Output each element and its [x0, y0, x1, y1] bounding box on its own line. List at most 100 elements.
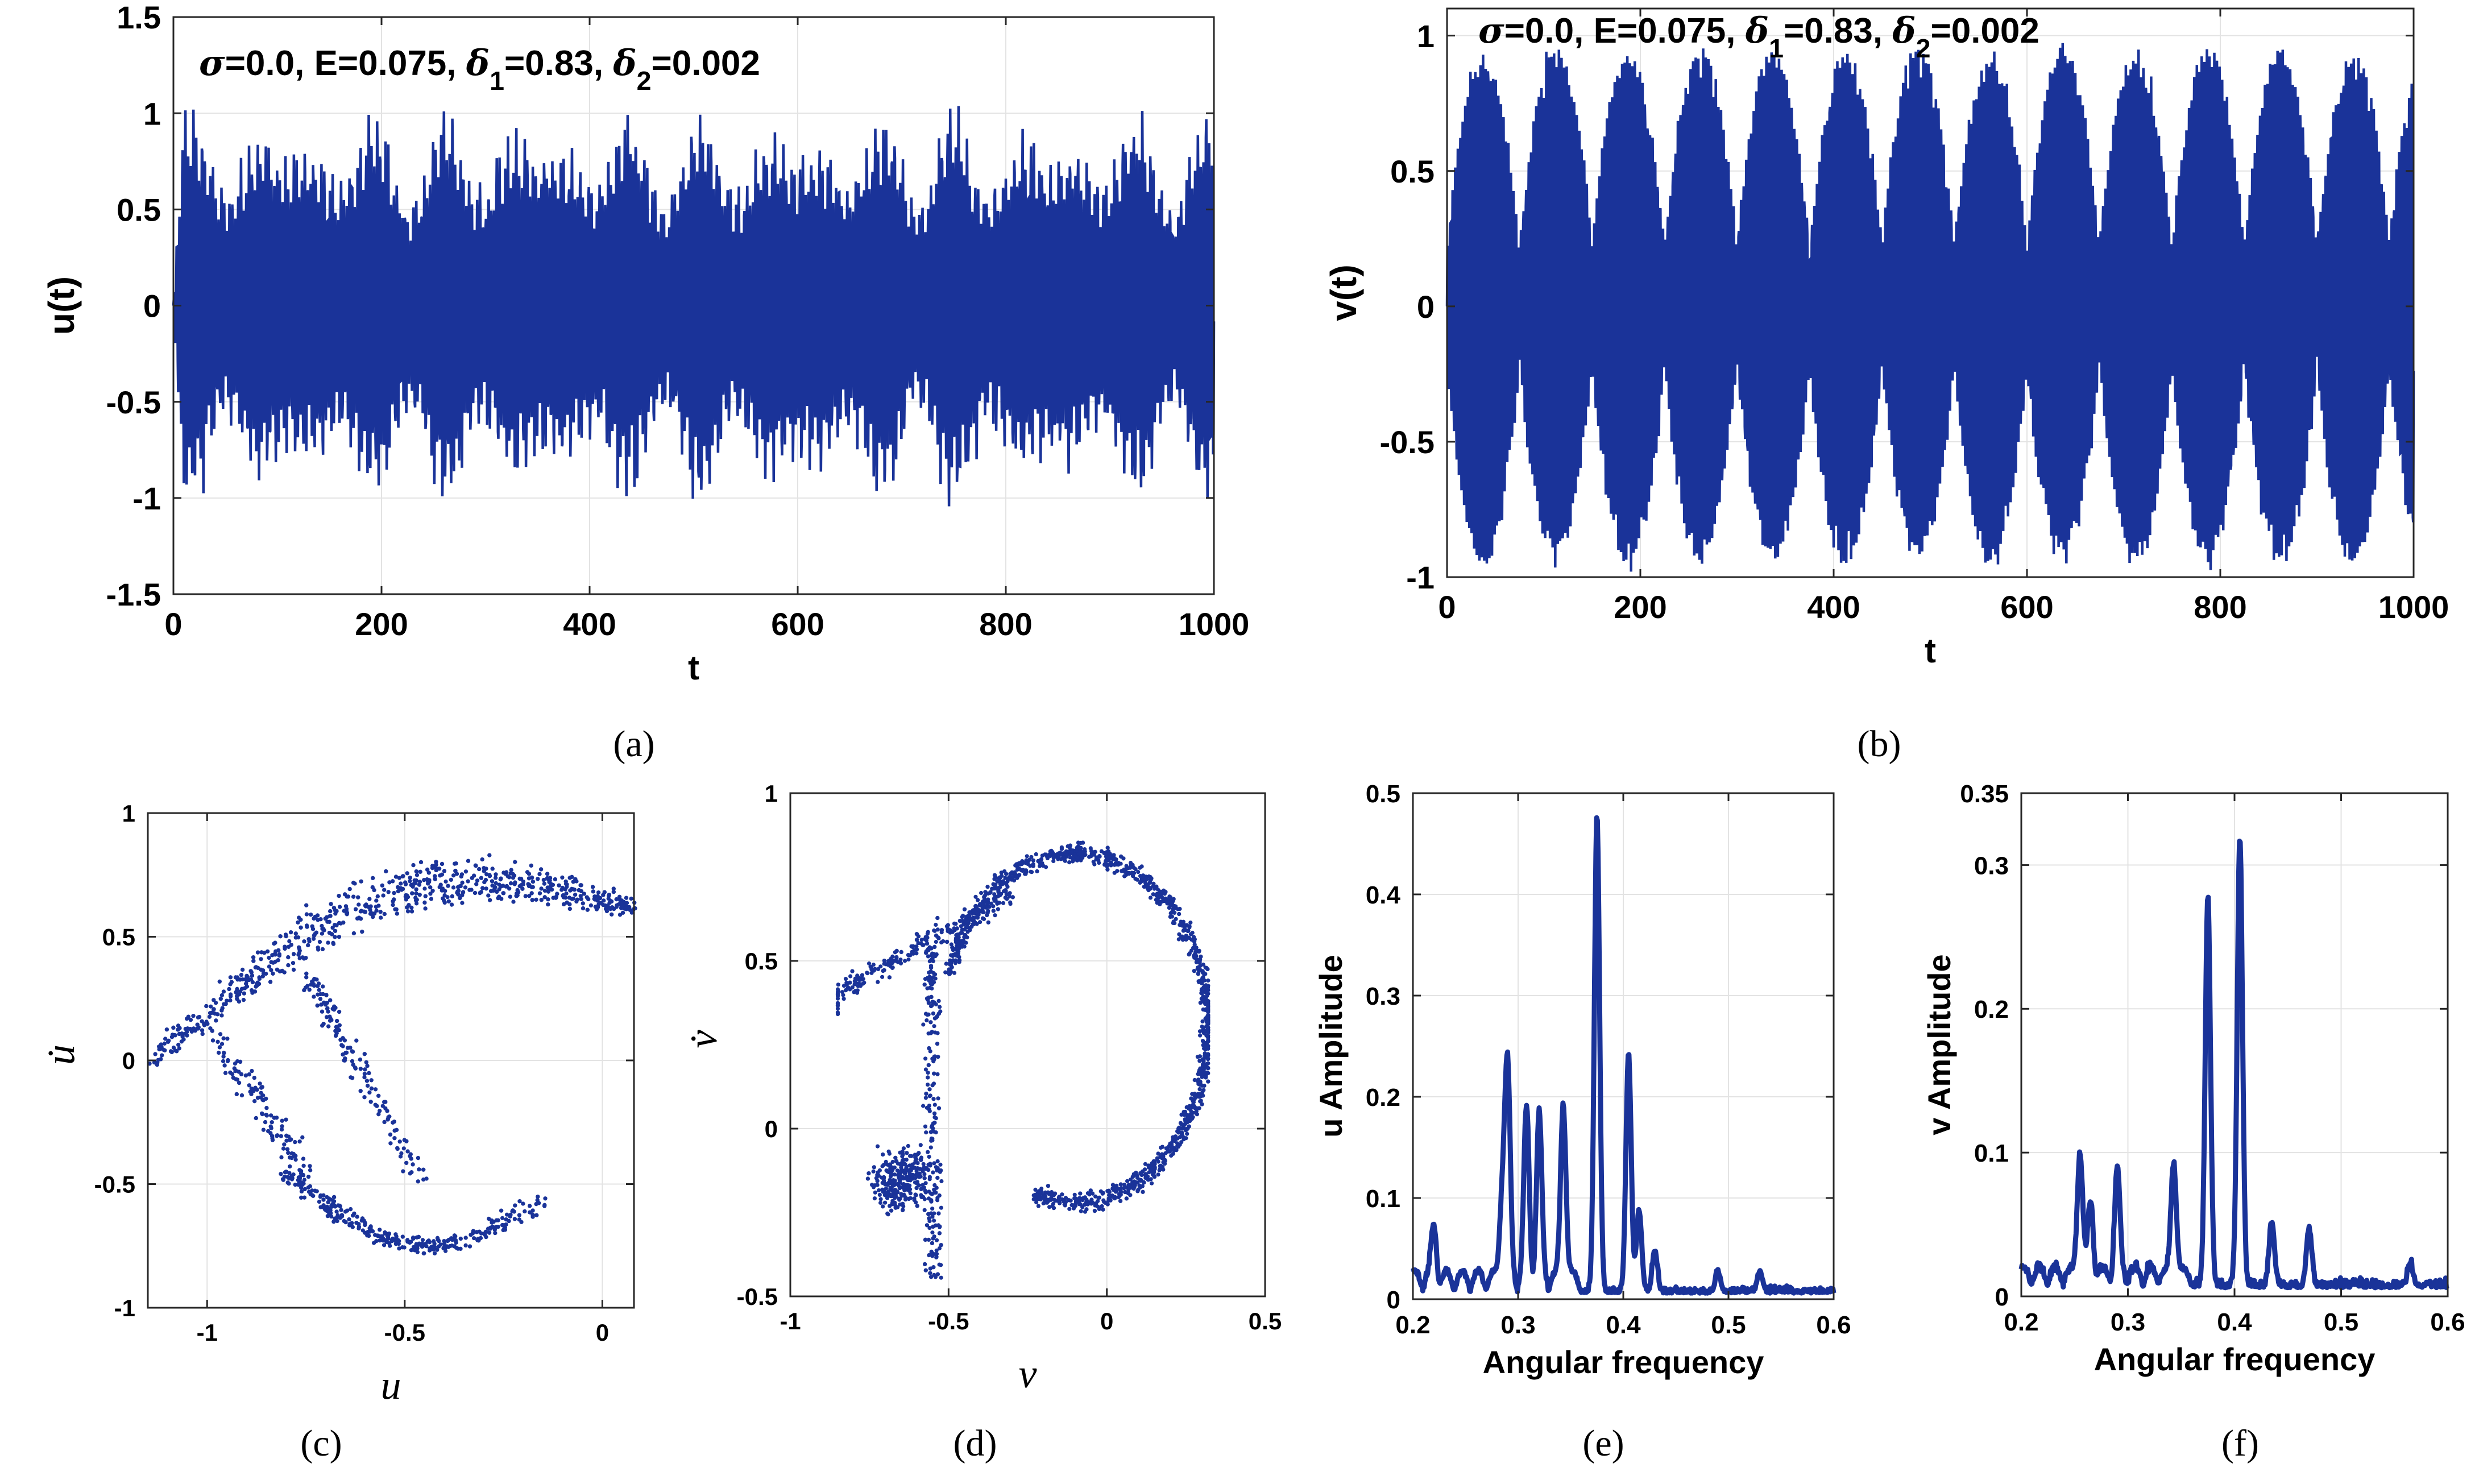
scatter-point [1174, 904, 1178, 909]
scatter-point [368, 1100, 373, 1104]
scatter-point [619, 906, 624, 910]
x-tick-label: -0.5 [384, 1319, 425, 1346]
scatter-point [537, 872, 542, 876]
scatter-point [368, 1225, 373, 1230]
scatter-point [376, 1234, 380, 1238]
x-tick-label: 800 [2194, 589, 2246, 625]
scatter-point [946, 927, 950, 931]
scatter-point [585, 907, 590, 912]
scatter-point [299, 1189, 304, 1193]
scatter-point [336, 1203, 341, 1208]
scatter-point [614, 897, 619, 902]
scatter-point [332, 1195, 337, 1199]
scatter-point [1206, 1061, 1211, 1066]
v-time-series-line [1445, 43, 2415, 572]
scatter-point [341, 1044, 345, 1048]
scatter-point [986, 897, 990, 902]
scatter-point [848, 974, 853, 979]
scatter-point [490, 1218, 494, 1223]
scatter-point [897, 1186, 902, 1191]
scatter-point [987, 905, 992, 909]
scatter-point [287, 1171, 292, 1175]
scatter-point [409, 905, 414, 910]
scatter-point [852, 990, 856, 994]
scatter-point [345, 910, 350, 915]
scatter-point [341, 1036, 345, 1041]
scatter-point [1118, 1182, 1123, 1187]
scatter-point [296, 1178, 301, 1182]
scatter-point [334, 1209, 339, 1214]
scatter-point [185, 1030, 189, 1034]
scatter-point [582, 892, 586, 896]
scatter-point [302, 1187, 307, 1191]
scatter-point [1063, 1201, 1068, 1206]
scatter-point [302, 988, 306, 993]
scatter-point [928, 1145, 933, 1150]
scatter-point [1008, 900, 1013, 905]
scatter-point [494, 1218, 499, 1222]
scatter-point [329, 1211, 333, 1216]
scatter-point [364, 1079, 370, 1083]
scatter-point [536, 877, 540, 881]
scatter-point [931, 1236, 935, 1241]
scatter-point [581, 901, 585, 906]
scatter-point [1027, 857, 1031, 862]
scatter-point [530, 898, 534, 902]
scatter-point [939, 1168, 943, 1173]
scatter-point [427, 880, 432, 884]
scatter-point [917, 1175, 922, 1179]
scatter-point [424, 1176, 429, 1181]
scatter-point [592, 897, 596, 901]
scatter-point [902, 1171, 907, 1176]
scatter-point [499, 884, 504, 889]
scatter-point [1106, 1199, 1111, 1203]
scatter-point [480, 857, 484, 862]
scatter-point [379, 915, 383, 920]
scatter-point [930, 1207, 935, 1211]
scatter-point [578, 894, 583, 898]
scatter-point [343, 892, 347, 897]
scatter-point [388, 1132, 393, 1137]
y-tick-label: 0.5 [102, 924, 135, 951]
scatter-point [382, 911, 387, 917]
scatter-point [487, 874, 492, 878]
scatter-point [914, 1185, 919, 1190]
scatter-point [1180, 1122, 1184, 1127]
scatter-point [1153, 1165, 1157, 1170]
scatter-point [421, 1251, 426, 1255]
scatter-point [271, 960, 275, 965]
scatter-point [284, 1138, 289, 1143]
scatter-point [1183, 924, 1188, 928]
scatter-point [1110, 1183, 1116, 1187]
scatter-point [389, 1238, 394, 1242]
scatter-point [433, 874, 437, 878]
scatter-point [212, 998, 216, 1002]
scatter-point [304, 975, 309, 980]
scatter-point [924, 1091, 928, 1096]
scatter-point [331, 1220, 336, 1224]
scatter-point [351, 1213, 355, 1218]
scatter-point [209, 1004, 213, 1009]
scatter-point [479, 1231, 484, 1236]
scatter-point [574, 899, 579, 904]
scatter-point [1191, 1104, 1196, 1108]
scatter-point [398, 1154, 403, 1159]
scatter-point [1129, 863, 1133, 868]
scatter-point [921, 1022, 926, 1027]
scatter-point [397, 1246, 401, 1251]
scatter-point [876, 967, 881, 972]
scatter-point [939, 1205, 943, 1210]
scatter-point [330, 1006, 335, 1011]
scatter-point [627, 905, 632, 909]
scatter-point [1092, 1209, 1097, 1213]
scatter-point [460, 893, 465, 898]
scatter-point [496, 896, 500, 901]
scatter-point [539, 898, 544, 902]
scatter-point [902, 1186, 906, 1191]
scatter-point [573, 892, 578, 897]
scatter-point [1096, 858, 1101, 863]
scatter-point [345, 1208, 350, 1213]
scatter-point [507, 1218, 511, 1224]
scatter-point [890, 1159, 895, 1164]
scatter-point [188, 1018, 193, 1022]
